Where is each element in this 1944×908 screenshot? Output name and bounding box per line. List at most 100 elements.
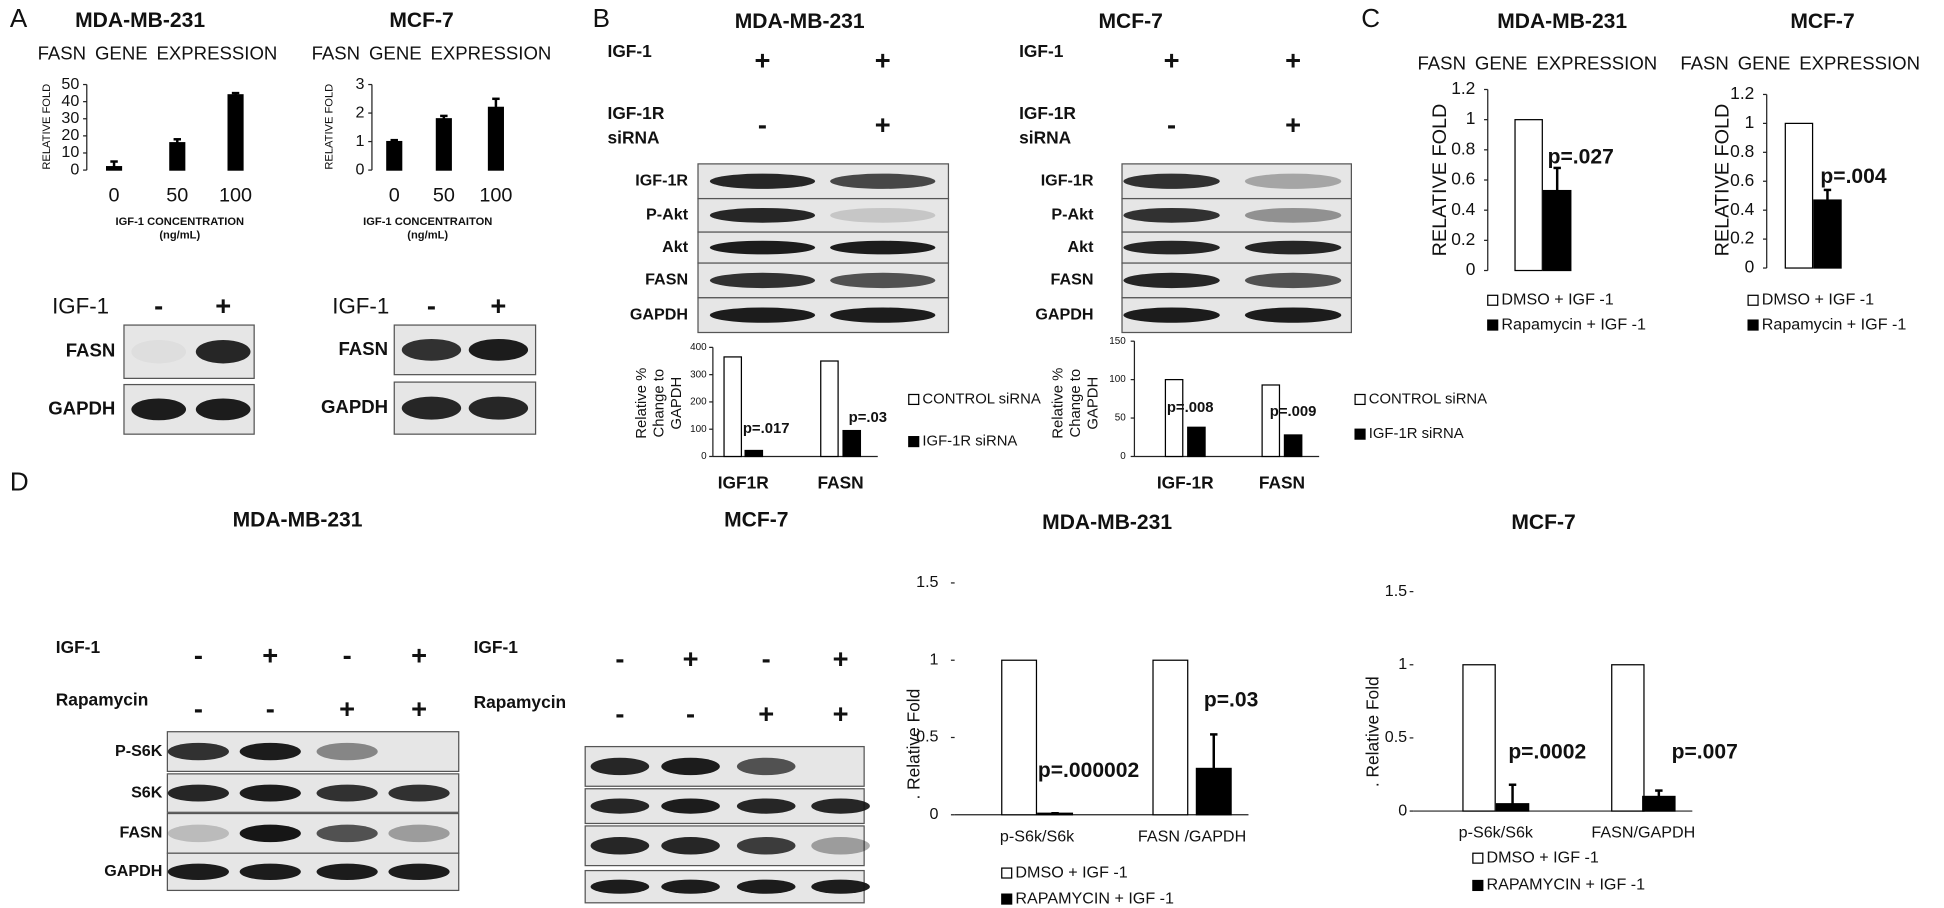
blot-row-label: Akt [662,238,689,256]
lane-symbol: - [758,109,767,140]
legend-swatch [1472,879,1484,892]
y-tick-label: 0 [356,160,365,178]
blot-band [661,879,720,894]
y-tick-label: 200 [690,397,707,408]
bar [1283,434,1303,458]
annotation: p=.0002 [1508,740,1586,763]
legend-swatch [1001,893,1013,905]
blot-band [1244,240,1342,255]
x-tick-label: 50 [166,184,188,206]
lane-symbol: + [490,290,506,321]
blot-band [830,240,936,255]
annotation: p=.03 [1204,688,1258,711]
condition-label: Rapamycin [56,689,149,709]
lane-symbol: + [758,698,774,729]
blot-band [830,207,936,223]
blot-row-label: GAPDH [104,862,162,880]
y-tick-label: 0 [1398,801,1407,819]
bar [227,94,244,171]
blot-band [388,784,450,802]
y-tick-label: 0.8 [1451,138,1475,158]
blot-row-label: GAPDH [48,397,115,418]
bar [1813,199,1842,269]
blot-band [709,272,816,289]
error-bar [173,138,182,143]
chart-subtitle: FASN GENE EXPRESSION [312,43,552,64]
blot-band [1244,173,1342,189]
lane-symbol: - [1167,109,1176,140]
y-tick-label: 1.2 [1730,83,1754,103]
x-tick-label: 0 [389,184,400,206]
y-tick-label: 0.4 [1451,199,1475,219]
blot-band [468,338,529,361]
lane-symbol: - [194,640,203,671]
y-axis-label: . Relative Fold [904,689,924,800]
condition-label: IGF-1 [52,294,109,319]
lane-symbol: + [262,640,278,671]
bar [1152,659,1189,816]
legend-swatch [1747,319,1759,331]
y-tick-label: 150 [1109,336,1126,347]
panel-label: C [1361,3,1380,33]
y-tick-label: 2 [356,103,365,121]
condition-label: IGF-1 [474,637,519,657]
y-tick-label: 0 [930,805,939,823]
lane-symbol: + [1285,109,1301,140]
blot-row-label: FASN [645,271,688,289]
x-tick-label: 100 [219,184,252,206]
blot-band [590,879,650,894]
bar [1542,189,1572,272]
lane-symbol: + [1164,44,1180,75]
error-bar [390,138,398,142]
error-bar [1508,783,1517,804]
blot-band [830,173,936,189]
bar [1495,803,1530,812]
legend-label: DMSO + IGF -1 [1501,291,1613,309]
lane-symbol: - [686,698,695,729]
y-axis-label: . Relative Fold [1362,676,1382,787]
blot-band [1123,207,1220,223]
bar [842,429,862,458]
y-axis-label: GAPDH [669,377,685,430]
blot-band [1244,272,1342,289]
y-tick-label: 40 [61,92,79,110]
y-axis-label: RELATIVE FOLD [324,84,336,170]
x-tick-label: FASN [817,472,863,492]
legend-swatch [1747,294,1759,306]
condition-label: IGF-1R [1019,103,1076,123]
x-tick-label: p-S6k/S6k [1000,827,1075,845]
blot-band [239,824,301,843]
legend-label: RAPAMYCIN + IGF -1 [1015,889,1174,907]
error-bar [231,91,240,95]
x-axis-label: (ng/mL) [407,230,448,242]
error-bar [1655,789,1663,797]
y-tick-label: 1.5 [1385,582,1407,600]
blot-band [1123,307,1220,323]
panel-label: A [10,3,28,33]
x-axis-label: IGF-1 CONCENTRAITON [363,216,492,228]
y-axis-label: Change to [1068,369,1084,438]
annotation: p=.027 [1548,145,1614,168]
blot-band [239,784,301,802]
blot-band [195,339,251,364]
blot-band [239,742,301,761]
x-tick-label: FASN [1259,472,1305,492]
y-tick-label: 0 [1745,257,1755,277]
blot-strip [697,197,950,233]
blot-row-label: Akt [1068,238,1095,256]
blot-band [316,742,378,761]
blot-row-label: FASN [66,340,116,361]
blot-band [811,837,870,855]
blot-band [830,272,936,289]
y-tick-label: 0 [1466,259,1476,279]
blot-row-label: S6K [131,783,163,801]
blot-band [167,863,229,880]
bar [487,106,504,171]
blot-band [736,757,796,776]
blot-band [401,338,462,361]
legend-label: CONTROL siRNA [1369,391,1487,407]
legend-swatch [1354,428,1366,440]
legend-label: IGF-1R siRNA [1369,426,1464,442]
y-tick-label: 1 [356,132,365,150]
